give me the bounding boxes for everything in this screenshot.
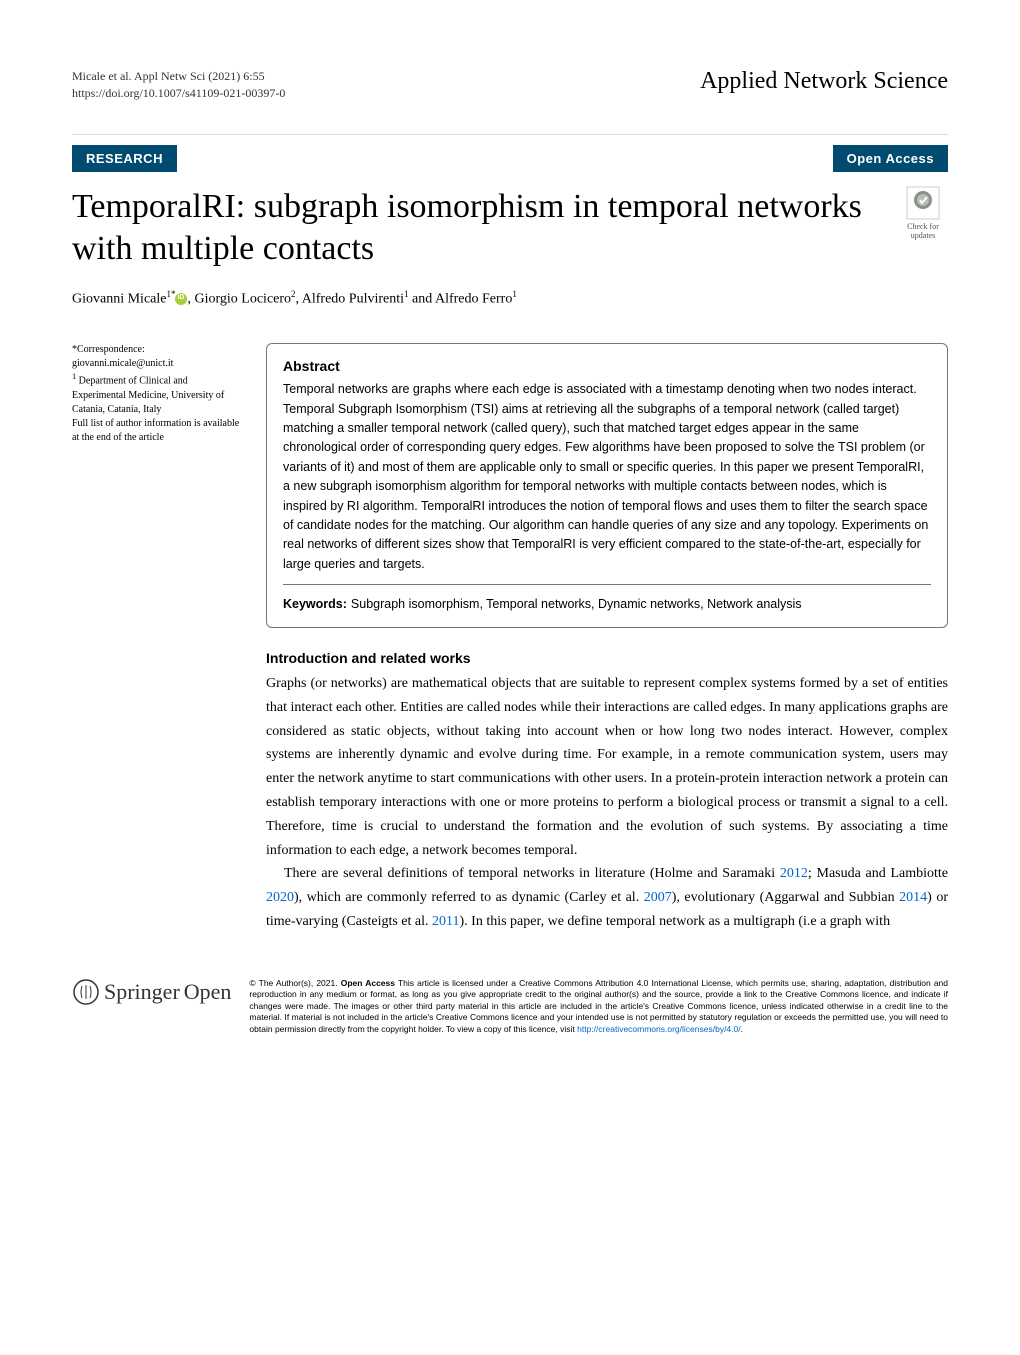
author-4: Alfredo Ferro	[435, 291, 512, 306]
license-end: .	[741, 1024, 743, 1034]
page-footer: SpringerOpen © The Author(s), 2021. Open…	[72, 970, 948, 1035]
intro-p2: There are several definitions of tempora…	[266, 862, 948, 933]
license-bold: Open Access	[341, 978, 395, 988]
citation-line: Micale et al. Appl Netw Sci (2021) 6:55	[72, 68, 285, 85]
citation-block: Micale et al. Appl Netw Sci (2021) 6:55 …	[72, 68, 285, 102]
main-columns: *Correspondence: giovanni.micale@unict.i…	[72, 343, 948, 934]
p2-mid1: ; Masuda and Lambiotte	[808, 866, 948, 881]
check-updates-widget[interactable]: Check for updates	[898, 186, 948, 241]
p2-post: ). In this paper, we define temporal net…	[460, 914, 891, 929]
p2-mid3: ), evolutionary (Aggarwal and Subbian	[672, 890, 899, 905]
license-text: © The Author(s), 2021. Open Access This …	[249, 978, 948, 1035]
author-2-sup: 2	[291, 289, 296, 299]
intro-p1: Graphs (or networks) are mathematical ob…	[266, 672, 948, 862]
research-badge: RESEARCH	[72, 145, 177, 172]
author-3-sup: 1	[404, 289, 409, 299]
ref-2020[interactable]: 2020	[266, 890, 294, 905]
license-pre: © The Author(s), 2021.	[249, 978, 340, 988]
badge-row: RESEARCH Open Access	[72, 134, 948, 172]
title-row: TemporalRI: subgraph isomorphism in temp…	[72, 186, 948, 271]
abstract-divider	[283, 584, 931, 585]
p2-pre: There are several definitions of tempora…	[284, 866, 780, 881]
ref-2007[interactable]: 2007	[644, 890, 672, 905]
springer-open-logo[interactable]: SpringerOpen	[72, 978, 231, 1006]
ref-2011[interactable]: 2011	[432, 914, 459, 929]
main-content: Abstract Temporal networks are graphs wh…	[266, 343, 948, 934]
check-updates-label-1: Check for	[898, 222, 948, 232]
correspondence-label: *Correspondence:	[72, 343, 242, 357]
author-info-note: Full list of author information is avail…	[72, 417, 242, 445]
springer-text: Springer	[104, 979, 180, 1005]
license-link[interactable]: http://creativecommons.org/licenses/by/4…	[577, 1024, 740, 1034]
author-3: Alfredo Pulvirenti	[302, 291, 404, 306]
intro-heading: Introduction and related works	[266, 650, 948, 666]
correspondence-sidebar: *Correspondence: giovanni.micale@unict.i…	[72, 343, 242, 444]
keywords-label: Keywords:	[283, 597, 347, 611]
page-header: Micale et al. Appl Netw Sci (2021) 6:55 …	[72, 68, 948, 102]
doi-link[interactable]: https://doi.org/10.1007/s41109-021-00397…	[72, 85, 285, 102]
ref-2012[interactable]: 2012	[780, 866, 808, 881]
author-2: Giorgio Locicero	[194, 291, 291, 306]
check-updates-icon	[906, 186, 940, 220]
author-list: Giovanni Micale1*, Giorgio Locicero2, Al…	[72, 289, 948, 308]
check-updates-label-2: updates	[898, 231, 948, 241]
author-1: Giovanni Micale	[72, 291, 166, 306]
ref-2014[interactable]: 2014	[899, 890, 927, 905]
affil-text: Department of Clinical and Experimental …	[72, 376, 224, 415]
correspondence-email[interactable]: giovanni.micale@unict.it	[72, 357, 242, 371]
springer-icon	[72, 978, 100, 1006]
abstract-text: Temporal networks are graphs where each …	[283, 380, 931, 574]
author-1-sup: 1*	[166, 289, 175, 299]
article-title: TemporalRI: subgraph isomorphism in temp…	[72, 186, 898, 271]
p2-mid2: ), which are commonly referred to as dyn…	[294, 890, 644, 905]
abstract-box: Abstract Temporal networks are graphs wh…	[266, 343, 948, 628]
author-4-sup: 1	[512, 289, 517, 299]
open-access-badge: Open Access	[833, 145, 948, 172]
journal-name: Applied Network Science	[700, 68, 948, 95]
orcid-icon[interactable]	[175, 293, 187, 305]
open-text: Open	[184, 979, 232, 1005]
keywords-values: Subgraph isomorphism, Temporal networks,…	[351, 597, 802, 611]
abstract-heading: Abstract	[283, 358, 931, 374]
keywords-row: Keywords: Subgraph isomorphism, Temporal…	[283, 595, 931, 613]
intro-body: Graphs (or networks) are mathematical ob…	[266, 672, 948, 934]
affiliation: 1 Department of Clinical and Experimenta…	[72, 371, 242, 416]
